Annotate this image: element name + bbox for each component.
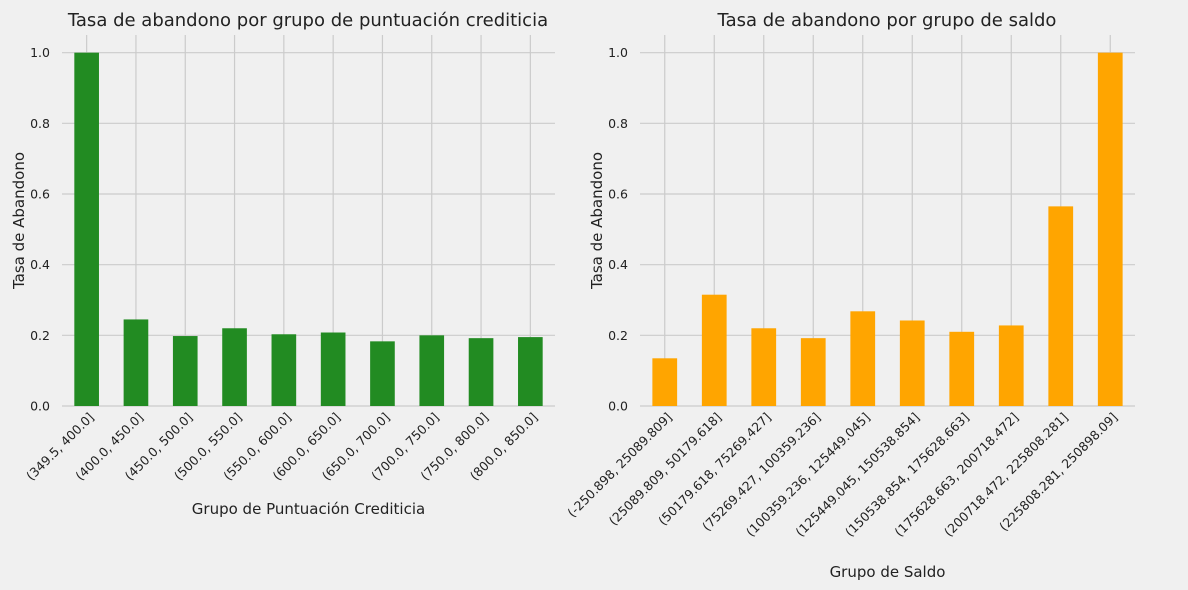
y-axis-label: Tasa de Abandono — [588, 152, 606, 290]
bar — [123, 319, 149, 406]
y-tick-label: 0.8 — [30, 116, 50, 131]
chart-credit-score: 0.00.20.40.60.81.0(349.5, 400.0](400.0, … — [10, 10, 555, 518]
bar — [222, 328, 247, 406]
y-tick-label: 0.2 — [608, 328, 628, 343]
bar — [1097, 52, 1123, 407]
bar — [949, 331, 975, 406]
bar — [518, 337, 543, 406]
x-axis-label: Grupo de Saldo — [830, 563, 946, 581]
y-tick-label: 0.0 — [608, 399, 628, 414]
bar — [468, 338, 494, 406]
bar — [652, 358, 678, 406]
y-tick-label: 0.6 — [608, 187, 628, 202]
chart-title: Tasa de abandono por grupo de puntuación… — [67, 10, 548, 31]
y-tick-label: 0.4 — [608, 257, 628, 272]
bar — [751, 328, 777, 406]
bar — [320, 332, 346, 406]
y-axis-label: Tasa de Abandono — [10, 152, 28, 290]
bar — [172, 336, 198, 406]
y-tick-label: 0.2 — [30, 328, 50, 343]
bar — [271, 334, 297, 406]
bar — [1048, 206, 1074, 406]
y-tick-label: 1.0 — [30, 45, 50, 60]
bar — [899, 320, 925, 406]
y-tick-label: 0.4 — [30, 257, 50, 272]
chart-title: Tasa de abandono por grupo de saldo — [717, 10, 1057, 31]
y-tick-label: 0.8 — [608, 116, 628, 131]
bar — [800, 338, 826, 406]
chart-balance: 0.00.20.40.60.81.0(-250.898, 25089.809](… — [564, 10, 1135, 581]
bar — [74, 52, 99, 407]
bar — [850, 311, 876, 406]
bar — [419, 335, 445, 406]
bar — [998, 325, 1024, 406]
y-tick-label: 1.0 — [608, 45, 628, 60]
bar — [370, 341, 395, 406]
y-tick-label: 0.6 — [30, 187, 50, 202]
y-tick-label: 0.0 — [30, 399, 50, 414]
bar — [701, 294, 727, 406]
x-axis-label: Grupo de Puntuación Crediticia — [192, 500, 425, 518]
